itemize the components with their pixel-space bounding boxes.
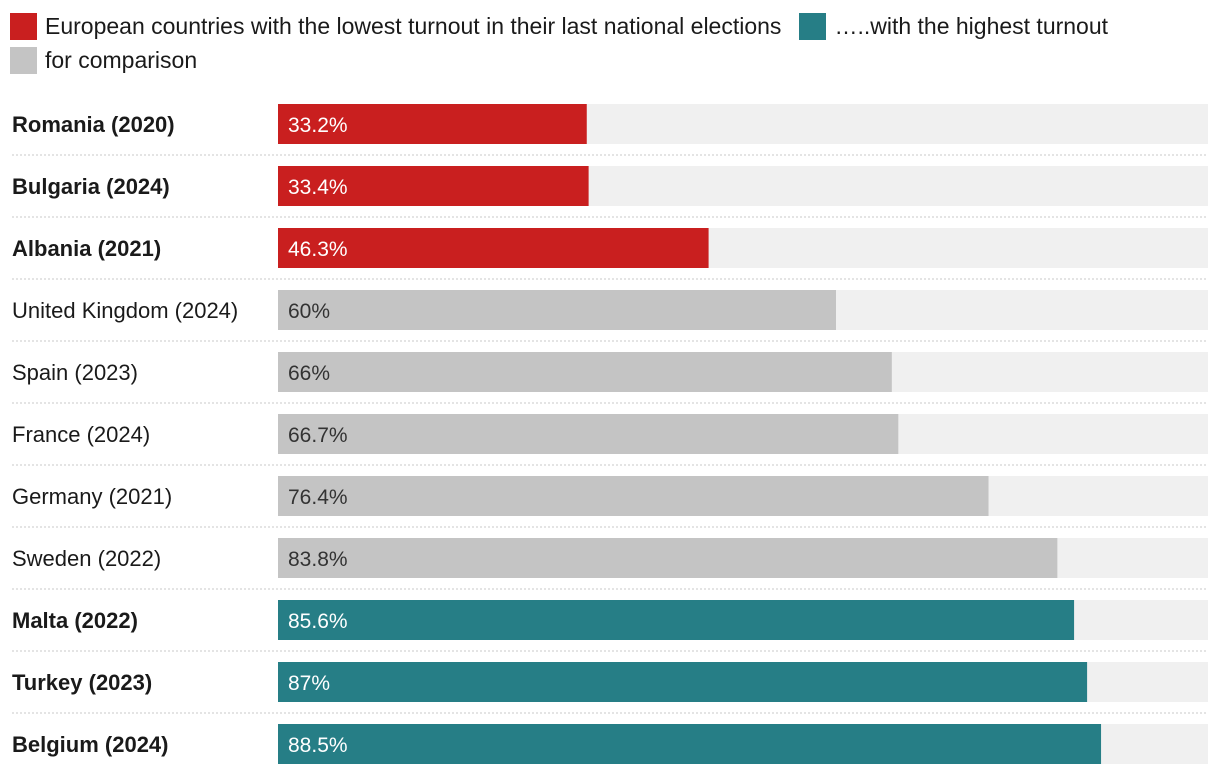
value-label: 60% <box>288 300 330 323</box>
bar <box>278 724 1102 764</box>
category-label: Belgium (2024) <box>12 732 169 757</box>
bar <box>278 290 836 330</box>
bar <box>278 662 1088 702</box>
legend-label-highest: …..with the highest turnout <box>834 13 1109 39</box>
legend-swatch-highest <box>799 12 827 40</box>
legend-entry-comparison: for comparison <box>10 46 197 74</box>
bar <box>278 352 892 392</box>
legend-swatch-lowest <box>10 12 37 40</box>
bar <box>278 414 899 454</box>
value-label: 83.8% <box>288 548 348 571</box>
legend-label-lowest: European countries with the lowest turno… <box>45 13 782 39</box>
category-label: Romania (2020) <box>12 112 175 137</box>
value-label: 85.6% <box>288 610 348 633</box>
bar <box>278 538 1058 578</box>
bar <box>278 104 587 144</box>
value-label: 88.5% <box>288 734 348 757</box>
category-label: Sweden (2022) <box>12 546 161 571</box>
value-label: 76.4% <box>288 486 348 509</box>
category-label: Turkey (2023) <box>12 670 152 695</box>
value-label: 33.4% <box>288 176 348 199</box>
value-label: 46.3% <box>288 238 348 261</box>
category-label: France (2024) <box>12 422 150 447</box>
value-label: 66.7% <box>288 424 348 447</box>
bar <box>278 166 589 206</box>
category-label: Spain (2023) <box>12 360 138 385</box>
legend-entry-lowest: European countries with the lowest turno… <box>10 12 781 40</box>
value-label: 66% <box>288 362 330 385</box>
legend-label-comparison: for comparison <box>45 47 198 73</box>
category-label: Germany (2021) <box>12 484 172 509</box>
category-label: United Kingdom (2024) <box>12 298 238 323</box>
bar <box>278 476 989 516</box>
bar-chart: Romania (2020) 33.2% Bulgaria (2024) 33.4% A… <box>12 104 1208 764</box>
category-label: Bulgaria (2024) <box>12 174 170 199</box>
bar <box>278 600 1075 640</box>
bar <box>278 228 709 268</box>
legend-entry-highest: …..with the highest turnout <box>799 12 1108 40</box>
value-label: 33.2% <box>288 114 348 137</box>
legend-swatch-comparison <box>10 46 37 74</box>
value-label: 87% <box>288 672 330 695</box>
chart-legend: European countries with the lowest turno… <box>10 12 1210 74</box>
category-label: Albania (2021) <box>12 236 161 261</box>
category-label: Malta (2022) <box>12 608 138 633</box>
